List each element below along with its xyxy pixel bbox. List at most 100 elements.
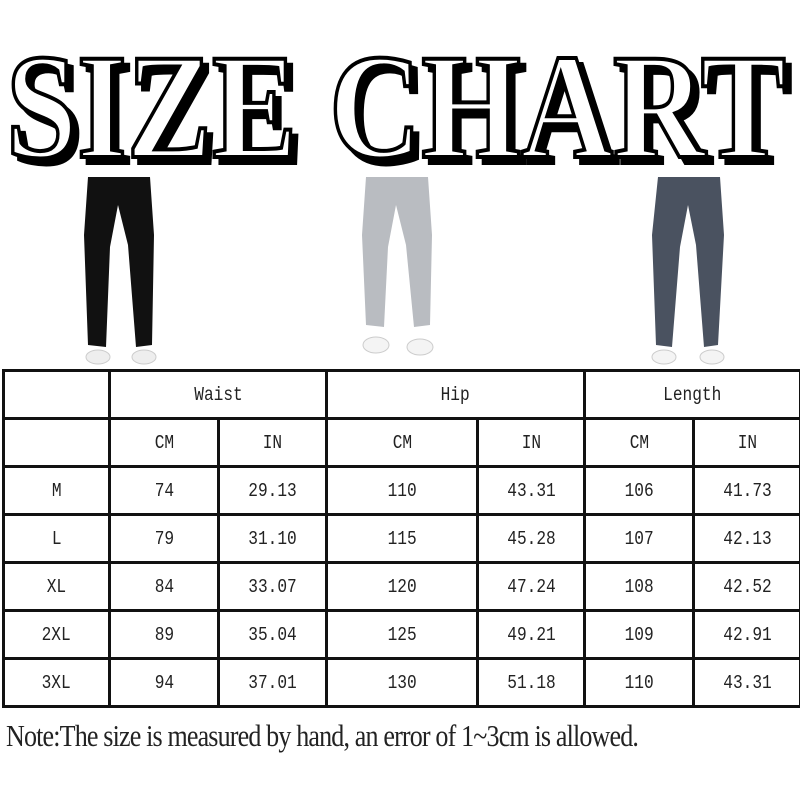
value-text: 33.07 bbox=[248, 575, 297, 598]
empty-cell bbox=[2, 369, 111, 420]
value-text: 84 bbox=[154, 575, 174, 598]
header-label: Hip bbox=[440, 383, 471, 406]
unit-cell: CM bbox=[108, 417, 220, 468]
empty-cell bbox=[2, 417, 111, 468]
size-label-cell: L bbox=[2, 513, 111, 564]
value-text: 106 bbox=[624, 479, 654, 502]
value-text: 107 bbox=[624, 527, 654, 550]
value-cell: 41.73 bbox=[692, 465, 800, 516]
unit-cell: IN bbox=[476, 417, 587, 468]
value-text: 115 bbox=[387, 527, 417, 550]
size-label-cell: 2XL bbox=[2, 609, 111, 660]
value-cell: 45.28 bbox=[476, 513, 587, 564]
value-text: 42.13 bbox=[722, 527, 772, 550]
size-label: L bbox=[51, 527, 62, 550]
value-cell: 47.24 bbox=[476, 561, 587, 612]
shoe-icon bbox=[651, 349, 677, 365]
value-cell: 37.01 bbox=[216, 657, 329, 708]
value-text: 110 bbox=[624, 671, 654, 694]
unit-label: CM bbox=[392, 431, 412, 454]
value-text: 125 bbox=[387, 623, 417, 646]
value-text: 29.13 bbox=[248, 479, 297, 502]
value-cell: 79 bbox=[108, 513, 220, 564]
value-text: 42.52 bbox=[722, 575, 772, 598]
value-cell: 84 bbox=[108, 561, 220, 612]
value-cell: 33.07 bbox=[216, 561, 329, 612]
size-chart-title: SIZE CHART bbox=[4, 30, 788, 180]
size-label-cell: 3XL bbox=[2, 657, 111, 708]
size-label: 2XL bbox=[41, 623, 72, 646]
value-cell: 106 bbox=[583, 465, 696, 516]
value-cell: 110 bbox=[325, 465, 480, 516]
shoe-icon bbox=[131, 349, 157, 365]
value-cell: 107 bbox=[583, 513, 696, 564]
value-cell: 31.10 bbox=[216, 513, 329, 564]
value-cell: 120 bbox=[325, 561, 480, 612]
pants-shape bbox=[362, 177, 432, 327]
shoe-icon bbox=[406, 338, 434, 356]
value-text: 89 bbox=[154, 623, 174, 646]
value-cell: 51.18 bbox=[476, 657, 587, 708]
value-text: 45.28 bbox=[506, 527, 556, 550]
value-cell: 94 bbox=[108, 657, 220, 708]
unit-label: IN bbox=[521, 431, 541, 454]
value-text: 43.31 bbox=[722, 671, 772, 694]
value-cell: 130 bbox=[325, 657, 480, 708]
table-row: M 74 29.13 110 43.31 106 41.73 bbox=[2, 465, 800, 516]
value-cell: 89 bbox=[108, 609, 220, 660]
title-text: SIZE CHART bbox=[6, 30, 786, 180]
value-text: 109 bbox=[624, 623, 654, 646]
value-cell: 42.91 bbox=[692, 609, 800, 660]
value-text: 94 bbox=[154, 671, 174, 694]
value-cell: 115 bbox=[325, 513, 480, 564]
value-cell: 109 bbox=[583, 609, 696, 660]
size-label: M bbox=[51, 479, 62, 502]
unit-header-row: CM IN CM IN CM IN bbox=[2, 417, 800, 468]
value-text: 79 bbox=[154, 527, 174, 550]
unit-cell: IN bbox=[692, 417, 800, 468]
value-cell: 74 bbox=[108, 465, 220, 516]
unit-label: IN bbox=[737, 431, 757, 454]
table-row: L 79 31.10 115 45.28 107 42.13 bbox=[2, 513, 800, 564]
shoe-icon bbox=[362, 336, 390, 354]
light-grey-jogger-image bbox=[362, 177, 434, 356]
value-cell: 35.04 bbox=[216, 609, 329, 660]
unit-label: CM bbox=[154, 431, 174, 454]
value-cell: 125 bbox=[325, 609, 480, 660]
unit-label: IN bbox=[262, 431, 283, 454]
value-text: 108 bbox=[624, 575, 654, 598]
header-label: Waist bbox=[193, 383, 243, 406]
header-waist: Waist bbox=[107, 369, 329, 420]
size-label-cell: XL bbox=[2, 561, 111, 612]
header-hip: Hip bbox=[325, 369, 587, 420]
size-label: XL bbox=[46, 575, 67, 598]
pants-shape bbox=[652, 177, 724, 347]
value-text: 49.21 bbox=[506, 623, 556, 646]
value-text: 47.24 bbox=[506, 575, 556, 598]
table-row: 3XL 94 37.01 130 51.18 110 43.31 bbox=[2, 657, 800, 708]
value-text: 51.18 bbox=[506, 671, 556, 694]
value-cell: 49.21 bbox=[476, 609, 587, 660]
value-text: 31.10 bbox=[248, 527, 297, 550]
table-row: XL 84 33.07 120 47.24 108 42.52 bbox=[2, 561, 800, 612]
black-jogger-image bbox=[84, 177, 157, 365]
value-text: 35.04 bbox=[248, 623, 297, 646]
header-length: Length bbox=[583, 369, 800, 420]
size-label-cell: M bbox=[2, 465, 111, 516]
value-text: 130 bbox=[387, 671, 417, 694]
unit-cell: CM bbox=[325, 417, 480, 468]
shoe-icon bbox=[699, 349, 725, 365]
value-text: 42.91 bbox=[722, 623, 772, 646]
value-cell: 110 bbox=[583, 657, 696, 708]
dark-grey-jogger-image bbox=[651, 177, 725, 365]
value-cell: 43.31 bbox=[692, 657, 800, 708]
value-text: 41.73 bbox=[722, 479, 772, 502]
size-table: Waist Hip Length CM IN CM IN CM IN M 74 29… bbox=[2, 369, 800, 708]
pants-shape bbox=[84, 177, 154, 347]
group-header-row: Waist Hip Length bbox=[2, 369, 800, 420]
value-text: 43.31 bbox=[506, 479, 556, 502]
value-cell: 29.13 bbox=[216, 465, 329, 516]
unit-cell: IN bbox=[216, 417, 329, 468]
shoe-icon bbox=[85, 349, 111, 365]
unit-label: CM bbox=[629, 431, 649, 454]
